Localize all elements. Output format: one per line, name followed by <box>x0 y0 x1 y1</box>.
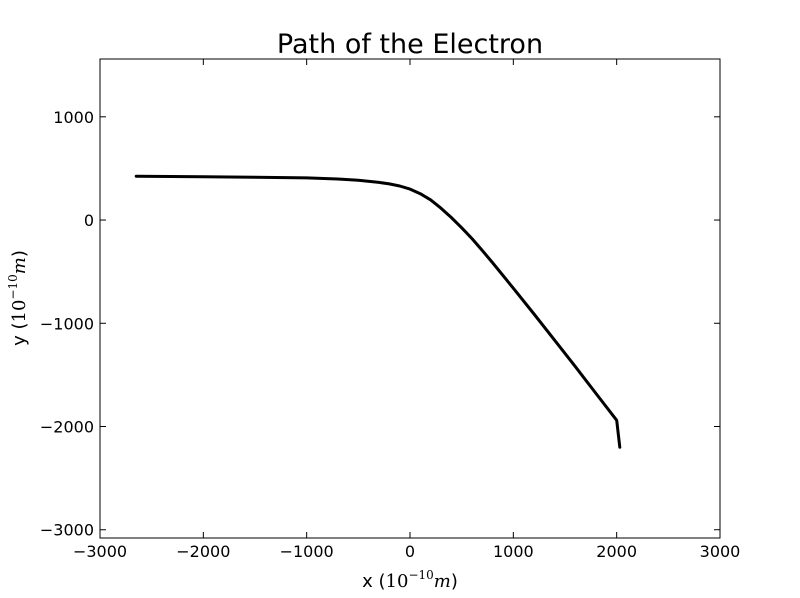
x-tick-label: −2000 <box>176 542 230 561</box>
x-tick-label: 3000 <box>700 542 741 561</box>
x-axis-label-prefix: x ( <box>362 571 385 592</box>
plot-frame <box>99 58 721 539</box>
y-tick-label: 0 <box>84 211 94 230</box>
y-tick-label: −1000 <box>40 314 94 333</box>
y-tick-label: 1000 <box>53 108 94 127</box>
x-axis-label-suffix: ) <box>451 571 458 592</box>
y-axis-label: y (10−10m) <box>6 250 30 346</box>
x-axis-label: x (10−10m) <box>362 568 458 592</box>
x-axis-ticks: −3000 −2000 −1000 0 1000 2000 3000 <box>73 59 740 561</box>
electron-path-line <box>134 174 622 449</box>
y-axis-label-exponent: −10 <box>6 274 20 299</box>
y-axis-label-suffix: ) <box>9 250 30 257</box>
series-layer <box>134 174 622 449</box>
y-tick-label: −2000 <box>40 418 94 437</box>
plot-area <box>99 58 721 539</box>
x-tick-label: 2000 <box>596 542 637 561</box>
x-axis-label-base: 10 <box>386 571 409 592</box>
x-axis-label-exponent: −10 <box>408 568 433 582</box>
x-tick-label: 1000 <box>493 542 534 561</box>
x-tick-label: −1000 <box>280 542 334 561</box>
x-tick-label: −3000 <box>73 542 127 561</box>
y-axis-label-prefix: y ( <box>9 322 30 345</box>
y-tick-label: −3000 <box>40 521 94 540</box>
chart-title: Path of the Electron <box>277 29 543 60</box>
y-axis-label-unit: m <box>9 257 30 274</box>
y-axis-ticks: −3000 −2000 −1000 0 1000 <box>40 108 720 540</box>
y-axis-label-base: 10 <box>9 300 30 323</box>
x-axis-label-unit: m <box>434 571 451 592</box>
x-tick-label: 0 <box>405 542 415 561</box>
